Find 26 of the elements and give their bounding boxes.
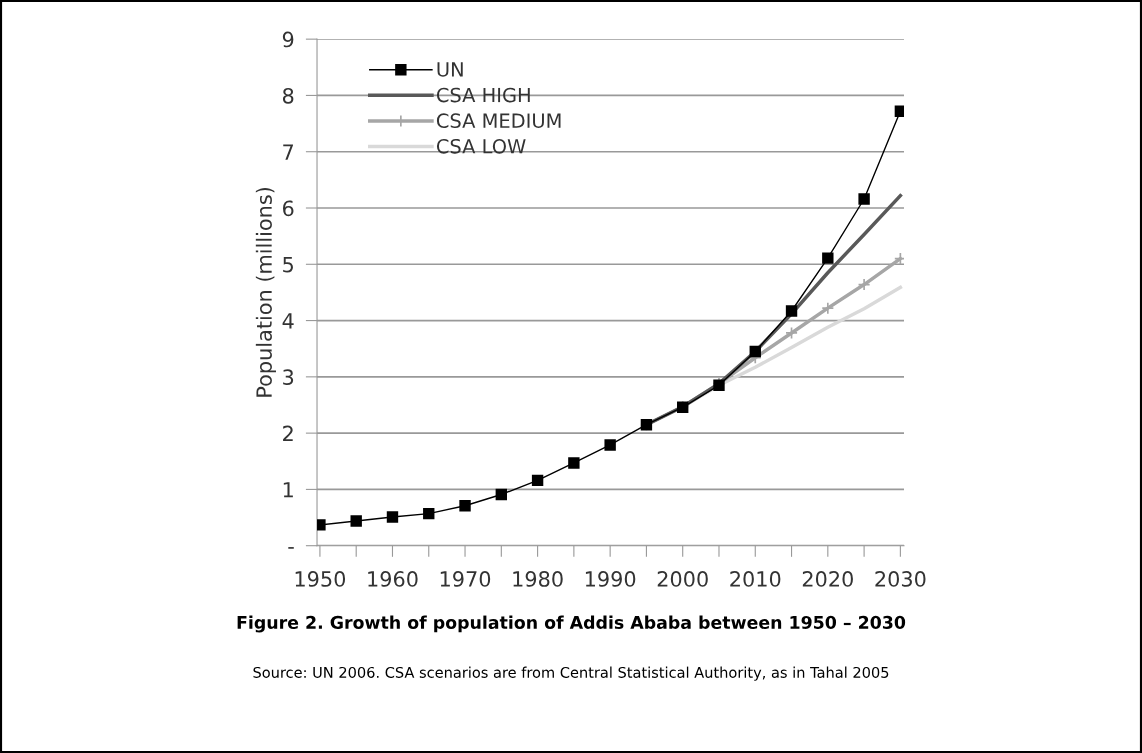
- legend-label: CSA MEDIUM: [436, 113, 561, 129]
- y-tick-label: 9: [282, 31, 294, 48]
- x-tick-label: 2010: [730, 571, 781, 587]
- y-tick-label: 5: [283, 257, 293, 273]
- y-tick-label: 6: [283, 200, 294, 217]
- legend-label: UN: [437, 62, 463, 77]
- source-note: Source: UN 2006. CSA scenarios are from Central Statistical Authority, as in Tahal 2005: [253, 666, 889, 681]
- y-axis-title: Population (millions): [255, 187, 276, 397]
- x-tick-label: 1970: [440, 571, 491, 587]
- y-tick-label: 3: [283, 369, 294, 386]
- text: Figure 2. Growth of population of Addis Ababa between 1950 – 2030: [237, 615, 906, 633]
- y-tick-label: 4: [282, 313, 294, 329]
- x-tick-label: 2030: [875, 571, 926, 587]
- y-tick-label: -: [288, 547, 294, 549]
- y-tick-label: 8: [282, 87, 294, 104]
- y-tick-label: 2: [283, 425, 293, 442]
- x-tick-label: 2000: [657, 571, 708, 587]
- legend-label: CSA HIGH: [436, 87, 530, 103]
- x-tick-label: 1980: [513, 571, 563, 587]
- x-tick-label: 1950: [295, 571, 346, 587]
- legend-label: CSA LOW: [436, 138, 526, 154]
- y-tick-label: 7: [283, 144, 294, 160]
- x-tick-label: 1990: [585, 571, 636, 587]
- x-tick-label: 1960: [368, 571, 418, 587]
- x-tick-label: 2020: [802, 571, 853, 587]
- y-tick-label: 1: [283, 482, 293, 498]
